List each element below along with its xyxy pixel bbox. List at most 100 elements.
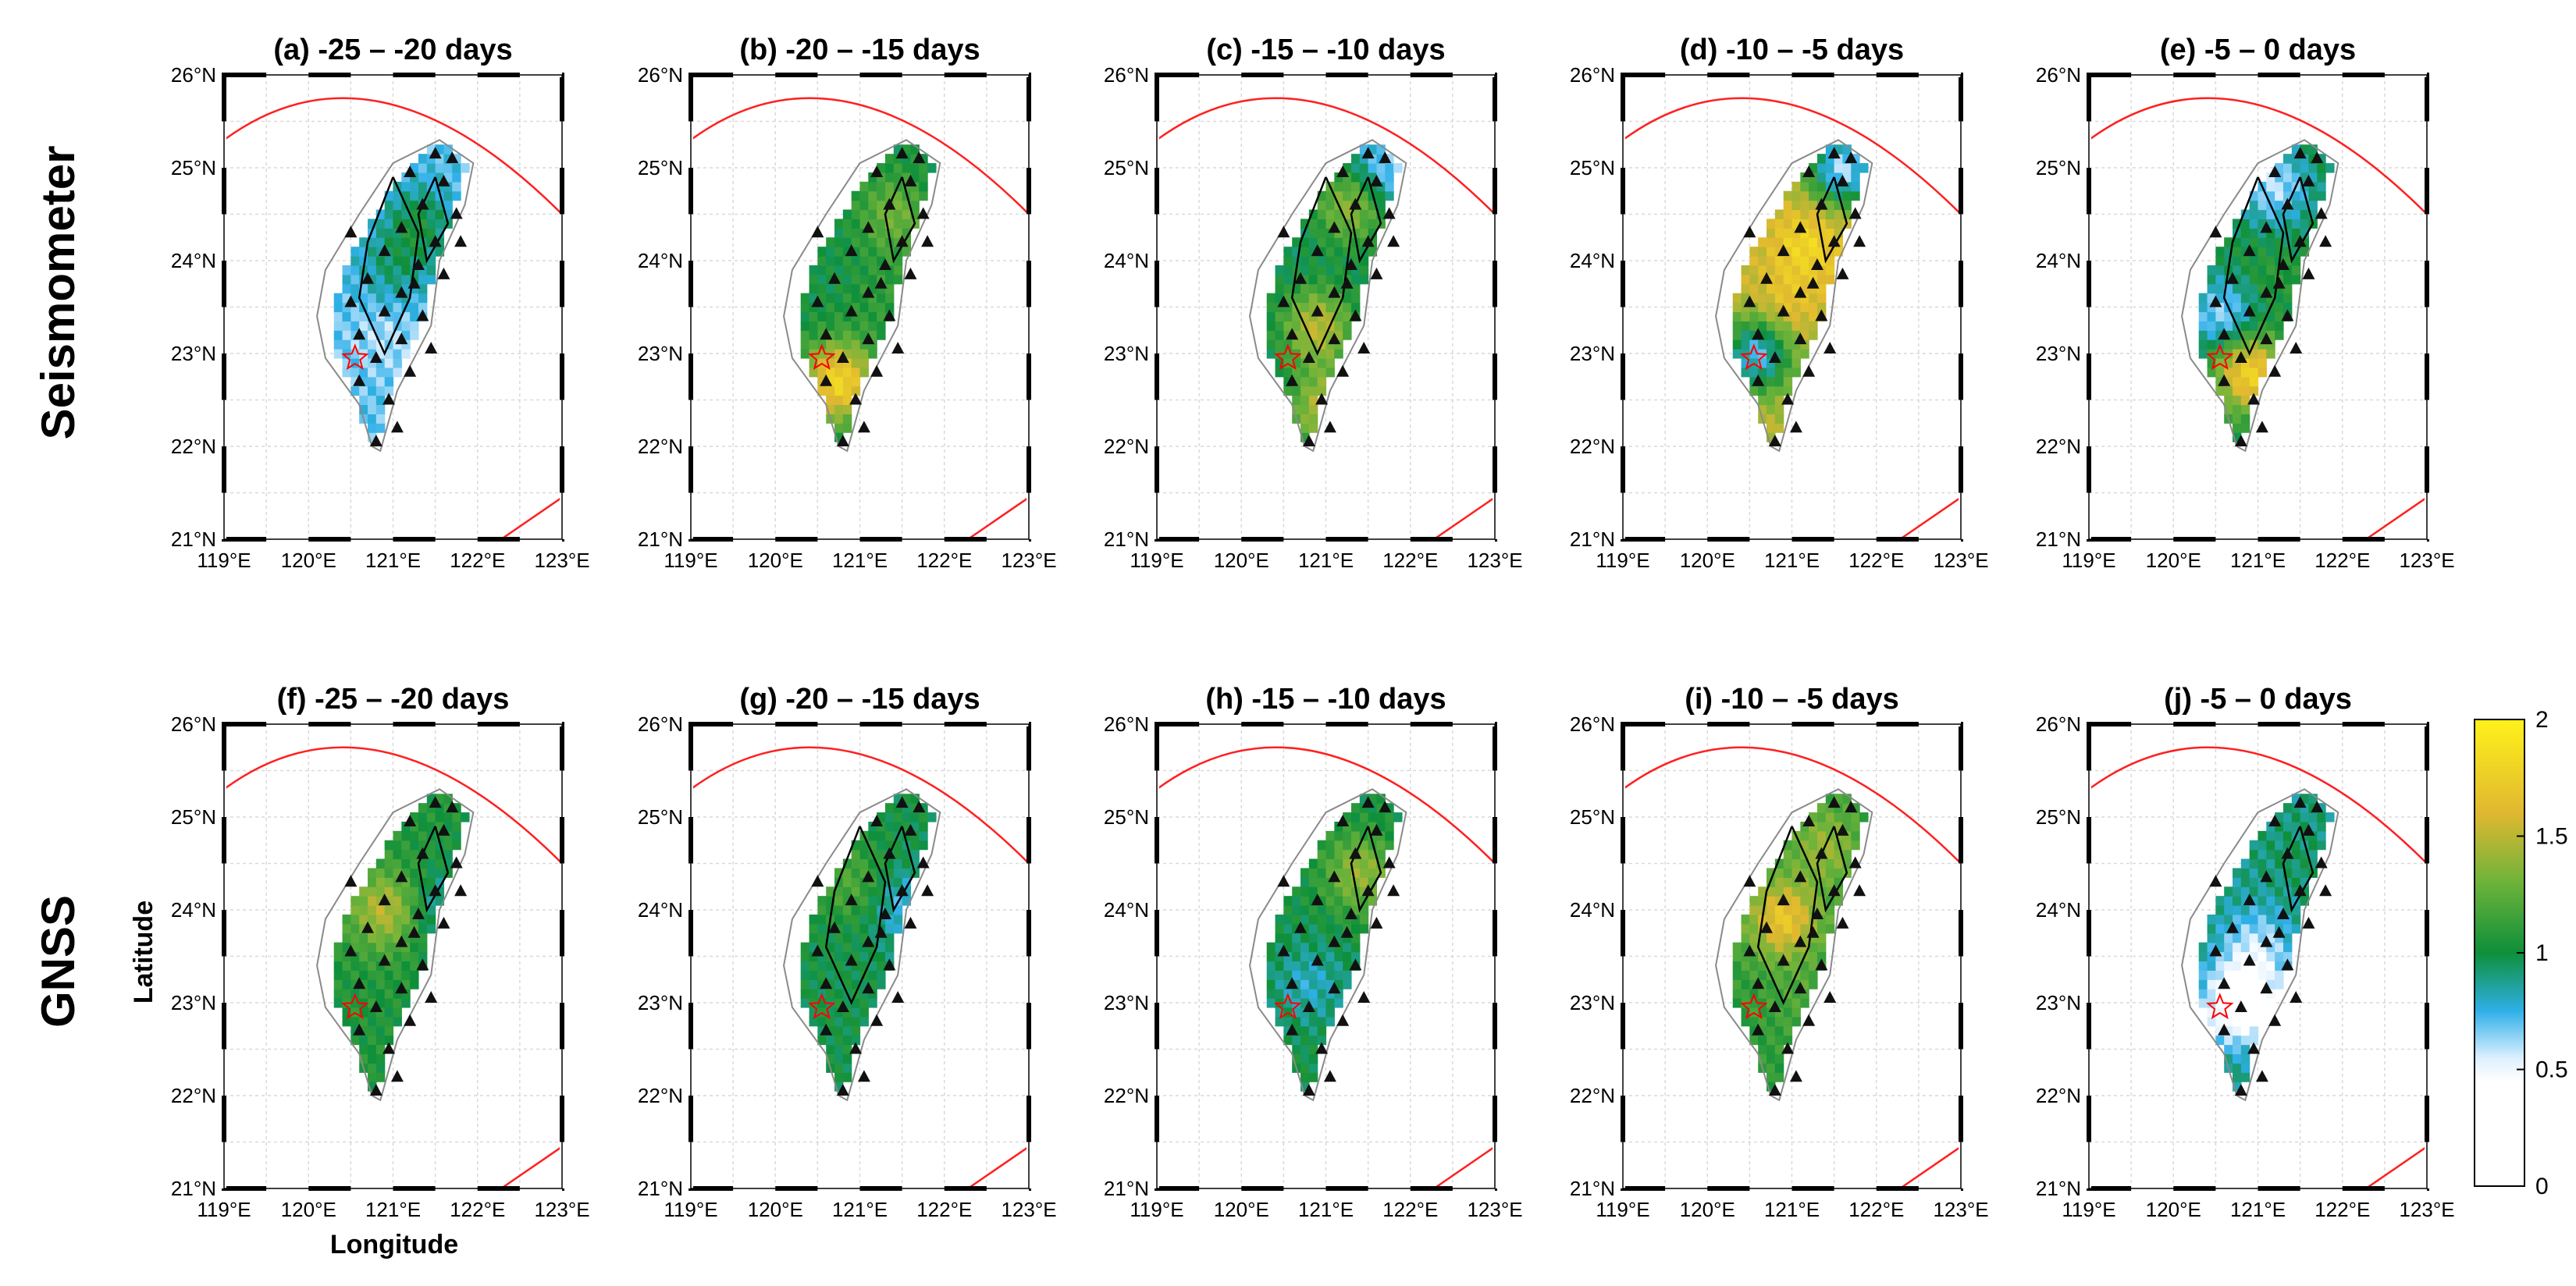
heat-cell bbox=[1783, 1035, 1793, 1046]
heat-cell bbox=[877, 293, 886, 304]
heat-cell bbox=[1758, 942, 1767, 953]
y-tick-label: 26°N bbox=[2036, 63, 2081, 87]
heat-cell bbox=[1767, 414, 1776, 424]
station-marker bbox=[2260, 982, 2273, 994]
station-marker bbox=[2319, 884, 2332, 897]
heat-cell bbox=[1283, 293, 1293, 304]
heat-cell bbox=[435, 228, 445, 238]
heat-cell bbox=[1842, 803, 1852, 813]
heat-cell bbox=[1325, 1007, 1335, 1018]
heat-cell bbox=[1308, 265, 1318, 275]
station-marker bbox=[1379, 151, 1392, 164]
panel-title: (e) -5 – 0 days bbox=[2160, 34, 2356, 66]
heat-cell bbox=[1774, 970, 1784, 980]
heat-cell bbox=[2282, 896, 2293, 906]
heat-cell bbox=[350, 311, 360, 322]
station-marker bbox=[1370, 267, 1383, 279]
heat-cell bbox=[1292, 896, 1301, 906]
station-marker bbox=[1277, 295, 1290, 307]
heat-cell bbox=[375, 385, 386, 396]
heat-cell bbox=[2266, 218, 2275, 229]
heat-cell bbox=[842, 311, 852, 322]
heat-cell bbox=[426, 218, 436, 229]
heat-cell bbox=[1791, 896, 1801, 906]
station-marker bbox=[1777, 954, 1790, 966]
heat-cell bbox=[1774, 367, 1784, 378]
station-marker bbox=[845, 893, 858, 906]
heat-cell bbox=[2266, 961, 2275, 971]
station-marker bbox=[870, 165, 884, 177]
heat-cell bbox=[1359, 821, 1369, 832]
heat-cell bbox=[2291, 209, 2301, 220]
heat-cell bbox=[884, 228, 895, 238]
heat-cell bbox=[893, 190, 903, 201]
heat-cell bbox=[1317, 302, 1327, 313]
heat-cell bbox=[2207, 357, 2216, 368]
heat-cell bbox=[350, 970, 360, 980]
station-marker bbox=[1752, 328, 1765, 340]
heat-cell bbox=[2317, 812, 2326, 822]
station-marker bbox=[904, 267, 917, 279]
heat-cell bbox=[2249, 247, 2259, 257]
heat-cell bbox=[393, 330, 402, 340]
heat-cell bbox=[2266, 349, 2275, 359]
heat-cell bbox=[443, 830, 453, 841]
station-marker bbox=[2293, 884, 2307, 897]
x-tick-label: 123°E bbox=[2399, 1198, 2454, 1221]
heat-cell bbox=[1343, 293, 1352, 304]
heat-cell bbox=[1774, 1063, 1784, 1073]
heat-cell bbox=[1300, 376, 1310, 387]
heat-cell bbox=[2282, 812, 2293, 822]
heat-cell bbox=[1834, 247, 1844, 257]
heat-cell bbox=[384, 376, 394, 387]
heat-cell bbox=[1800, 209, 1809, 220]
heat-cell bbox=[368, 970, 377, 980]
heat-cell bbox=[1800, 923, 1809, 934]
heat-cell bbox=[1343, 330, 1352, 340]
heat-cell bbox=[1791, 961, 1801, 971]
heat-cell bbox=[2258, 228, 2267, 238]
heat-cell bbox=[342, 951, 351, 962]
heat-cell bbox=[368, 414, 377, 424]
y-tick-label: 22°N bbox=[2036, 1084, 2081, 1107]
y-axis-label: Latitude bbox=[129, 901, 158, 1004]
heat-cell bbox=[1783, 840, 1793, 851]
x-tick-label: 119°E bbox=[1596, 1198, 1649, 1221]
heat-cell bbox=[2240, 886, 2250, 897]
heat-cell bbox=[2215, 942, 2225, 953]
heat-cell bbox=[1343, 283, 1352, 294]
heat-cell bbox=[893, 849, 903, 860]
heat-cell bbox=[393, 989, 402, 999]
heat-cell bbox=[834, 321, 844, 331]
heat-cell bbox=[1317, 979, 1327, 989]
heat-cell bbox=[893, 914, 903, 925]
panel-title: (i) -10 – -5 days bbox=[1685, 683, 1899, 716]
heat-cell bbox=[2224, 311, 2233, 322]
heat-cell bbox=[1767, 311, 1776, 322]
heat-cell bbox=[2240, 868, 2250, 878]
heat-cell bbox=[2240, 1007, 2250, 1018]
station-marker bbox=[1789, 421, 1802, 433]
heat-cell bbox=[1266, 989, 1276, 999]
heat-cell bbox=[1300, 293, 1310, 304]
station-marker bbox=[921, 235, 934, 247]
heat-cell bbox=[2224, 905, 2233, 915]
heat-cell bbox=[2317, 163, 2326, 173]
heat-cell bbox=[1767, 330, 1776, 340]
heat-cell bbox=[1758, 283, 1767, 294]
heat-cell bbox=[826, 942, 835, 953]
station-marker bbox=[913, 801, 926, 813]
heat-cell bbox=[893, 868, 903, 878]
heat-cell bbox=[1749, 283, 1759, 294]
heat-cell bbox=[1343, 209, 1352, 220]
heat-cell bbox=[809, 330, 818, 340]
heat-cell bbox=[393, 265, 402, 275]
heat-cell bbox=[375, 414, 386, 424]
station-marker bbox=[1752, 977, 1765, 989]
heat-cell bbox=[393, 1016, 402, 1027]
heat-cell bbox=[834, 349, 844, 359]
heat-cell bbox=[1343, 237, 1352, 247]
heat-cell bbox=[1368, 172, 1378, 183]
heat-cell bbox=[2258, 256, 2267, 266]
heat-cell bbox=[1783, 385, 1793, 396]
